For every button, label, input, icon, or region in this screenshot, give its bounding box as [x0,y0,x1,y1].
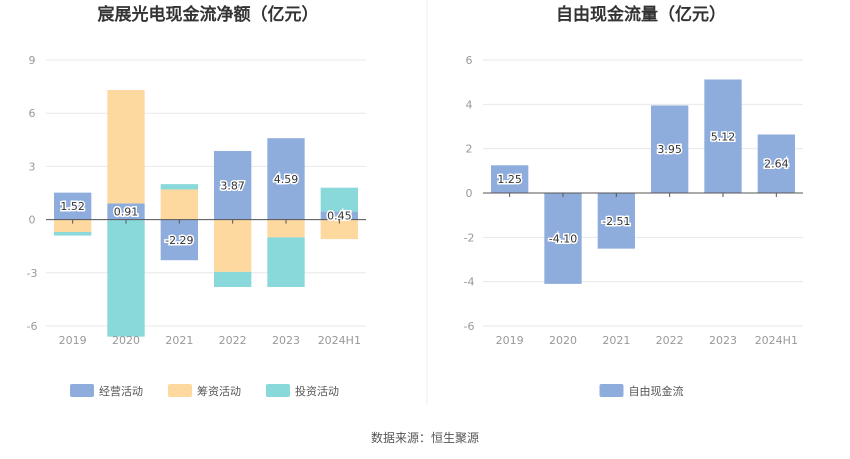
legend-swatch [70,384,94,397]
data-label: -2.29 [165,234,193,247]
legend-label: 投资活动 [295,384,339,398]
legend-swatch [266,384,290,397]
bar [160,189,198,220]
bar [54,232,92,236]
data-label: 1.52 [60,200,85,213]
y-tick-label: 6 [29,107,36,120]
x-tick-label: 2023 [709,334,737,347]
bar [107,203,145,220]
data-label: 5.12 [711,130,736,143]
x-tick-label: 2024H1 [318,334,361,347]
bar [757,134,795,193]
y-tick-label: 9 [29,54,36,67]
x-tick-label: 2024H1 [755,334,798,347]
bar [214,150,252,220]
bar [54,219,92,233]
bar [491,165,529,193]
bar [214,219,252,272]
y-tick-label: -2 [464,231,475,244]
legend-label: 经营活动 [99,384,143,398]
left-chart-title: 宸展光电现金流净额（亿元） [98,4,319,25]
bar [651,105,689,193]
x-tick-label: 2022 [219,334,247,347]
y-tick-label: -6 [464,320,475,333]
y-tick-label: 0 [29,214,36,227]
x-tick-label: 2022 [656,334,684,347]
bar [320,211,358,220]
y-tick-label: -4 [464,276,475,289]
y-tick-label: 2 [466,143,473,156]
data-label: -4.10 [549,232,577,245]
data-label: 0.45 [327,210,352,223]
y-tick-label: -3 [27,267,38,280]
bar [320,219,358,240]
x-tick-label: 2021 [165,334,193,347]
x-tick-label: 2020 [549,334,577,347]
data-label: 0.91 [114,206,139,219]
data-label: 3.95 [657,143,682,156]
y-tick-label: 0 [466,187,473,200]
data-label: 1.25 [497,173,522,186]
bar [320,187,358,212]
x-tick-label: 2020 [112,334,140,347]
right-chart-title: 自由现金流量（亿元） [556,4,726,25]
legend-label: 筹资活动 [197,384,241,398]
bar [160,219,198,261]
source-note: 数据来源：恒生聚源 [371,430,479,445]
legend-swatch [599,384,624,397]
left-legend: 经营活动 筹资活动 投资活动 [70,384,339,398]
x-tick-label: 2021 [602,334,630,347]
data-label: 2.64 [764,158,789,171]
y-tick-label: 4 [466,98,473,111]
x-tick-label: 2019 [496,334,524,347]
bar [544,193,582,284]
bar [54,192,92,220]
right-chart: 6 4 2 0 -2 -4 -6 2019 2020 2021 2022 2023 2024H1 1.25… [464,54,803,347]
bar [160,184,198,190]
y-tick-label: 6 [466,54,473,67]
x-tick-label: 2023 [272,334,300,347]
bar [107,219,145,337]
bar [704,79,742,193]
bar [267,219,305,238]
data-label: 3.87 [220,179,245,192]
x-tick-label: 2019 [59,334,87,347]
left-chart: 9 6 3 0 -3 -6 2019 2020 2021 2022 2023 2024H1 1.52 0.… [27,54,366,347]
data-label: -2.51 [602,215,630,228]
bar [597,193,635,249]
bar [267,138,305,220]
right-legend: 自由现金流 [599,384,684,398]
bar [214,271,252,287]
data-label: 4.59 [274,173,299,186]
legend-label: 自由现金流 [629,384,684,398]
legend-swatch [168,384,192,397]
bar [267,237,305,287]
y-tick-label: -6 [27,320,38,333]
bar [107,89,145,204]
y-tick-label: 3 [29,160,36,173]
